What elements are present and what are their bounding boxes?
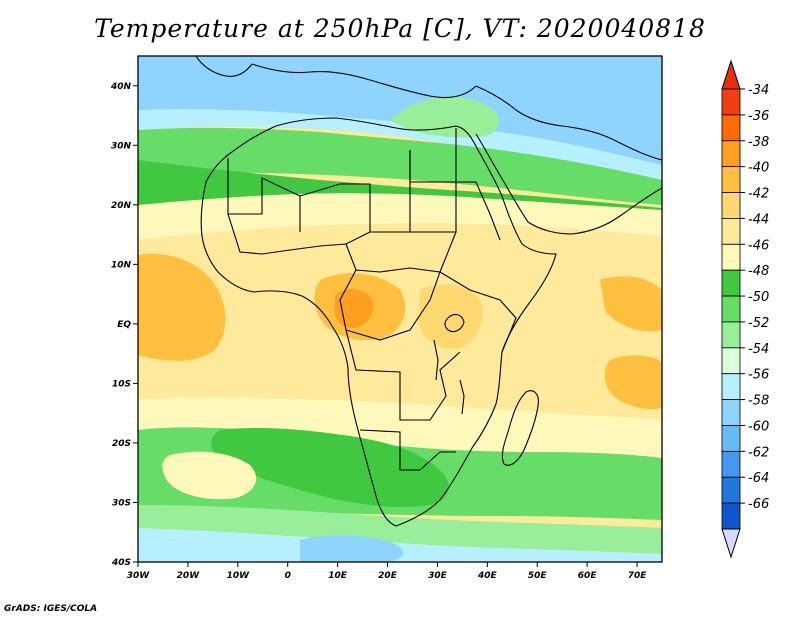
lon-tick-label: 20E (378, 571, 398, 581)
patch-madagascar-orange (604, 355, 662, 410)
colorbar-label: -40 (748, 161, 769, 176)
colorbar-swatch (721, 373, 741, 400)
colorbar-label: -54 (748, 342, 769, 357)
coastlines-and-borders (195, 56, 662, 527)
lon-tick-label: 30E (428, 571, 448, 581)
colorbar-label: -64 (748, 471, 769, 486)
colorbar-label: -36 (748, 109, 769, 124)
lat-tick-label: EQ (117, 320, 131, 330)
band-north-green (138, 127, 662, 205)
band-north-darkgreen (138, 160, 662, 222)
lake-victoria (444, 313, 465, 333)
border-sahara-central (299, 150, 411, 233)
patch-mediterranean-green (390, 96, 499, 138)
colorbar-swatch (721, 476, 741, 504)
colorbar-label: -62 (748, 445, 769, 460)
colorbar-label: -44 (748, 212, 769, 227)
lon-tick-label: 50E (528, 571, 548, 581)
colorbar-label: -60 (748, 419, 769, 434)
colorbar-swatch (721, 425, 741, 452)
lat-tick-label: 40S (111, 558, 131, 568)
border-congo (339, 269, 441, 341)
lon-tick-label: 40E (477, 571, 498, 581)
colorbar-swatch (721, 140, 741, 168)
border-east-africa (439, 271, 517, 353)
colorbar-label: -38 (748, 135, 769, 150)
band-south-lightblue (138, 528, 662, 562)
patch-south-blue (300, 535, 404, 562)
colorbar-label: -46 (748, 238, 769, 253)
africa-coastline (200, 117, 557, 527)
colorbar-label: -56 (748, 368, 769, 383)
lat-tick-label: 10N (111, 260, 132, 270)
colorbar-swatch (721, 243, 741, 271)
colorbar-swatch (721, 114, 741, 142)
border-central-africa (345, 231, 457, 273)
lon-tick-label: 10W (227, 571, 251, 581)
lon-tick-label: 10E (328, 571, 348, 581)
colorbar-swatch (721, 347, 741, 375)
colorbar-label: -42 (748, 187, 769, 202)
lat-tick-label: 20N (111, 201, 132, 211)
colorbar-swatch (721, 192, 741, 219)
latitude-axis: 40N 30N 20N 10N EQ 10S 20S 30S 40S (110, 82, 138, 568)
patch-atlantic-orange (138, 253, 226, 361)
colorbar-label: -52 (748, 316, 769, 331)
lon-tick-label: 30W (127, 571, 151, 581)
patch-indian-ocean-orange (600, 276, 662, 332)
colorbar-swatch (721, 295, 741, 323)
colorbar-swatch (721, 321, 741, 349)
border-angola-zambia (345, 329, 461, 421)
iberia-coastline (195, 56, 253, 77)
colorbar-top-arrow (721, 59, 741, 90)
lat-tick-label: 20S (112, 439, 131, 449)
border-egypt-libya (409, 128, 457, 183)
longitude-axis: 30W 20W 10W 0 10E 20E 30E 40E 50E 60E 70E (127, 562, 647, 581)
band-south-darkgreen (211, 427, 449, 508)
lon-tick-label: 70E (628, 571, 648, 581)
colorbar-swatch (721, 450, 741, 478)
lake-tanganyika (433, 339, 439, 381)
colorbar-swatch (721, 269, 741, 297)
patch-south-atlantic-yellow (162, 451, 257, 500)
lat-tick-label: 10S (112, 379, 131, 389)
border-sahara-west (227, 158, 301, 232)
mediterranean-north-coast (251, 63, 477, 99)
colorbar-swatch (721, 88, 741, 116)
band-north-paleyellow (138, 193, 662, 240)
colorbar-label: -50 (748, 290, 769, 305)
lake-malawi (459, 379, 465, 415)
lat-tick-label: 30S (112, 498, 131, 508)
credit-label: GrADS: IGES/COLA (4, 604, 98, 614)
colorbar-label: -48 (748, 264, 769, 279)
colorbar-label: -34 (748, 83, 769, 98)
colorbar-bottom-arrow (721, 528, 741, 559)
colorbar-swatch (721, 399, 741, 426)
lon-tick-label: 60E (578, 571, 598, 581)
lat-tick-label: 30N (111, 141, 132, 151)
madagascar-coastline (501, 390, 539, 466)
red-sea-east-coast (475, 133, 662, 235)
chart-title: Temperature at 250hPa [C], VT: 202004081… (94, 14, 706, 43)
colorbar: -34 -36 -38 -40 -42 -44 -46 -48 -50 -52 -54 -56 -58 -… (721, 59, 769, 559)
lon-tick-label: 0 (285, 571, 291, 581)
lon-tick-label: 20W (177, 571, 201, 581)
border-sudan (410, 181, 501, 241)
border-namibia-botswana (359, 429, 456, 471)
arabia-coast (475, 85, 662, 161)
colorbar-label: -58 (748, 394, 769, 409)
colorbar-swatch (721, 502, 741, 530)
lat-tick-label: 40N (110, 82, 132, 92)
map-frame (137, 55, 663, 563)
colorbar-swatch (721, 166, 741, 193)
colorbar-label: -66 (748, 497, 769, 512)
colorbar-swatch (721, 218, 741, 245)
temperature-field (138, 56, 662, 562)
